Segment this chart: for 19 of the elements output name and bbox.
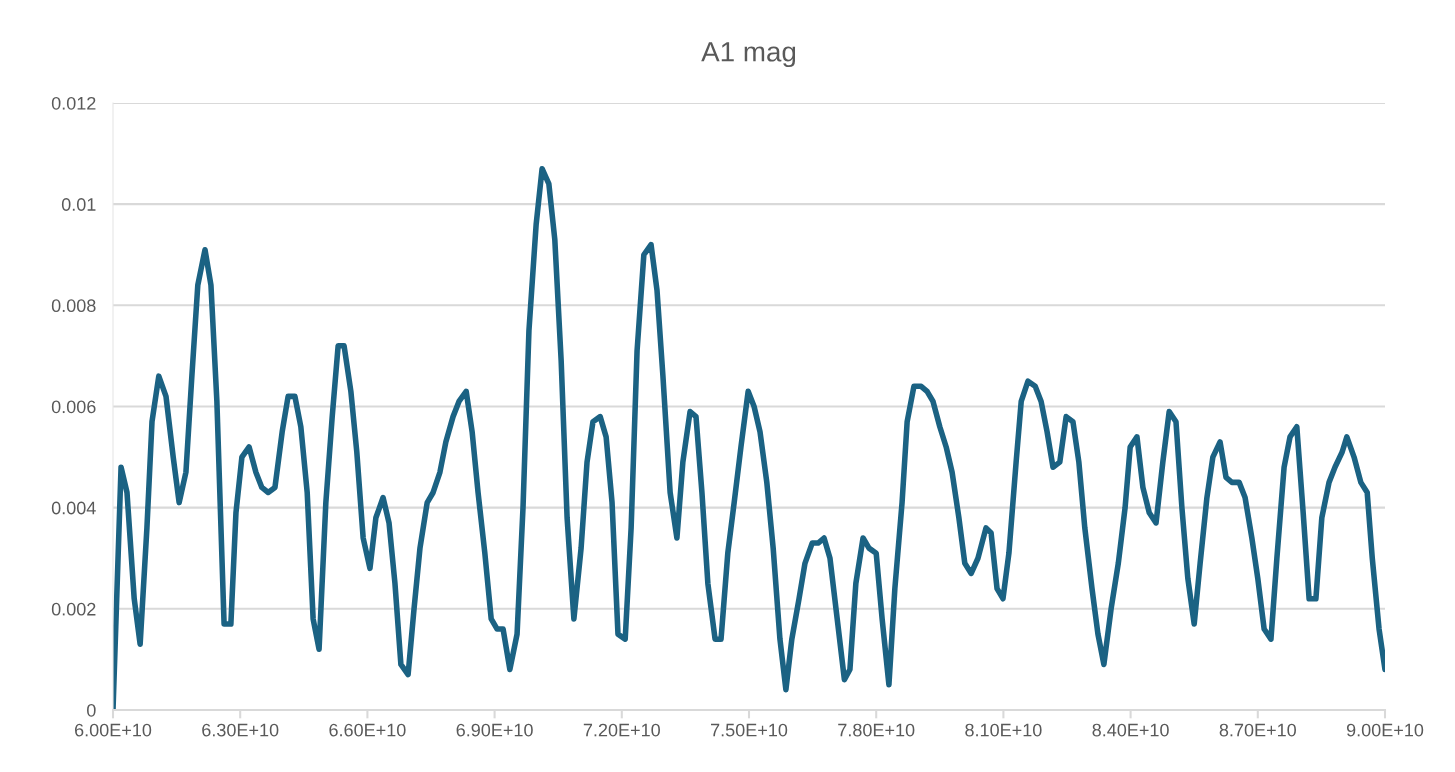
y-tick-label: 0.004 <box>51 501 96 515</box>
y-tick-label: 0.008 <box>51 299 96 313</box>
chart-title: A1 mag <box>701 42 796 68</box>
x-tick-label: 6.90E+10 <box>456 723 533 737</box>
x-tick-label: 8.10E+10 <box>965 723 1042 737</box>
y-tick-label: 0.002 <box>51 602 96 616</box>
x-tick-label: 8.70E+10 <box>1219 723 1296 737</box>
x-tick-label: 7.50E+10 <box>711 723 788 737</box>
x-tick-label: 7.80E+10 <box>838 723 915 737</box>
x-tick-label: 9.00E+10 <box>1346 723 1424 737</box>
x-tick-label: 6.60E+10 <box>329 723 406 737</box>
y-tick-label: 0.012 <box>51 96 96 110</box>
x-tick-label: 7.20E+10 <box>583 723 660 737</box>
y-tick-label: 0.01 <box>61 198 96 211</box>
x-tick-label: 6.00E+10 <box>75 723 152 737</box>
y-tick-label: 0 <box>87 703 96 717</box>
x-tick-label: 6.30E+10 <box>202 723 279 737</box>
y-tick-label: 0.006 <box>51 400 96 414</box>
x-tick-label: 8.40E+10 <box>1092 723 1169 737</box>
